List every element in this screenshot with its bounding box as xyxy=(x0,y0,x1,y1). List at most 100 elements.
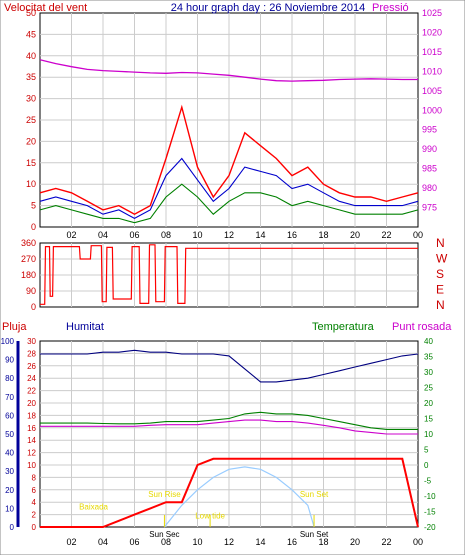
pressure-y-tick: 1000 xyxy=(422,105,442,115)
chart-title: 24 hour graph day : 26 Noviembre 2014 xyxy=(171,2,365,14)
x-tick-label: 14 xyxy=(255,230,265,240)
rain-y-tick: 14 xyxy=(27,436,36,445)
temperature-label: Temperatura xyxy=(312,321,375,333)
astro-label: Sun Rise xyxy=(148,490,181,499)
wind-y-tick: 5 xyxy=(31,201,36,211)
x-tick-label: 04 xyxy=(98,230,108,240)
humidity-y-tick: 90 xyxy=(5,356,14,365)
rain-series xyxy=(40,349,419,528)
direction-line xyxy=(40,244,418,305)
astro-label: Baixada xyxy=(79,503,108,512)
astro-label: Sun Sec xyxy=(149,530,179,539)
astro-label: Sun Set xyxy=(300,490,329,499)
humidity-y-tick: 70 xyxy=(5,393,14,402)
humidity-line xyxy=(40,349,419,383)
x-tick-label: 16 xyxy=(287,537,297,547)
temperature-line xyxy=(40,411,418,430)
rain-y-tick: 20 xyxy=(27,399,36,408)
rain-y-tick: 24 xyxy=(27,374,36,383)
rain-y-tick: 10 xyxy=(27,461,36,470)
astro-annotations: Baixada Sun Rise Low tide Sun Set Sun Sec Sun… xyxy=(79,490,329,539)
direction-grid xyxy=(40,243,418,307)
direction-series xyxy=(40,244,418,305)
wind-line-2 xyxy=(39,183,419,224)
rain-y-tick: 16 xyxy=(27,424,36,433)
x-tick-label: 12 xyxy=(224,230,234,240)
temperature-y-tick: 35 xyxy=(424,353,433,362)
wind-y-tick: 20 xyxy=(26,136,36,146)
rain-humidity-panel: Baixada Sun Rise Low tide Sun Set Sun Sec Sun… xyxy=(1,321,453,547)
humidity-y-tick: 30 xyxy=(5,467,14,476)
sun-elevation-curve xyxy=(163,466,315,528)
rain-y-tick: 12 xyxy=(27,449,36,458)
direction-y-tick: 270 xyxy=(21,254,36,264)
x-tick-label: 14 xyxy=(255,537,265,547)
temperature-y-tick: 20 xyxy=(424,399,433,408)
x-tick-label: 02 xyxy=(66,537,76,547)
pressure-y-tick: 1020 xyxy=(422,27,442,37)
humidity-y-tick: 10 xyxy=(5,504,14,513)
astro-label: Low tide xyxy=(195,511,225,520)
pressure-y-tick: 1005 xyxy=(422,86,442,96)
wind-y-axis: 0 5 10 15 20 25 30 35 40 45 50 xyxy=(26,8,36,232)
direction-y-tick: 0 xyxy=(31,302,36,312)
wind-y-tick: 40 xyxy=(26,51,36,61)
pressure-y-tick: 1025 xyxy=(422,8,442,18)
direction-y-tick: 360 xyxy=(21,238,36,248)
compass-label: N xyxy=(436,298,445,312)
rain-y-tick: 26 xyxy=(27,362,36,371)
rain-y-tick: 2 xyxy=(32,511,37,520)
wind-y-tick: 50 xyxy=(26,8,36,18)
x-tick-label: 12 xyxy=(224,537,234,547)
wind-line-0 xyxy=(39,104,419,215)
wind-y-tick: 10 xyxy=(26,179,36,189)
rain-grid xyxy=(40,341,418,527)
x-tick-label: 10 xyxy=(192,230,202,240)
humidity-y-tick: 40 xyxy=(5,449,14,458)
pressure-line xyxy=(39,59,418,82)
x-tick-label: 20 xyxy=(350,537,360,547)
compass-label: S xyxy=(436,267,444,281)
dewpoint-label: Punt rosada xyxy=(392,321,452,333)
temperature-y-tick: -15 xyxy=(424,508,436,517)
wind-line-1 xyxy=(39,157,419,220)
compass-label: E xyxy=(436,283,444,297)
compass-label: N xyxy=(436,236,445,250)
temperature-y-tick: -5 xyxy=(424,477,432,486)
x-tick-label: 16 xyxy=(287,230,297,240)
wind-y-tick: 45 xyxy=(26,29,36,39)
wind-y-tick: 0 xyxy=(31,222,36,232)
temperature-y-tick: 10 xyxy=(424,430,433,439)
humidity-y-tick: 80 xyxy=(5,374,14,383)
wind-grid xyxy=(40,13,418,227)
x-tick-label: 08 xyxy=(161,537,171,547)
x-tick-label: 18 xyxy=(318,537,328,547)
astro-label: Sun Set xyxy=(300,530,329,539)
humidity-y-tick: 50 xyxy=(5,430,14,439)
rain-y-tick: 22 xyxy=(27,387,36,396)
pressure-y-tick: 1015 xyxy=(422,47,442,57)
x-tick-label: 08 xyxy=(161,230,171,240)
direction-y-axis: 0 90 180 270 360 xyxy=(21,238,36,312)
wind-label: Velocitat del vent xyxy=(4,2,87,14)
temperature-y-tick: 15 xyxy=(424,415,433,424)
humidity-label: Humitat xyxy=(66,321,104,333)
rain-y-tick: 0 xyxy=(32,523,37,532)
x-tick-label: 06 xyxy=(129,230,139,240)
humidity-y-tick: 20 xyxy=(5,486,14,495)
temperature-y-tick: 5 xyxy=(424,446,429,455)
rain-y-tick: 8 xyxy=(32,473,37,482)
humidity-y-tick: 60 xyxy=(5,411,14,420)
rain-y-tick: 30 xyxy=(27,337,36,346)
pressure-y-tick: 995 xyxy=(422,125,437,135)
x-tick-label: 06 xyxy=(129,537,139,547)
rain-y-tick: 18 xyxy=(27,411,36,420)
temperature-y-tick: 25 xyxy=(424,384,433,393)
pressure-y-tick: 1010 xyxy=(422,66,442,76)
x-tick-label: 22 xyxy=(381,230,391,240)
temperature-y-tick: -10 xyxy=(424,492,436,501)
pressure-label: Pressió xyxy=(372,2,409,14)
